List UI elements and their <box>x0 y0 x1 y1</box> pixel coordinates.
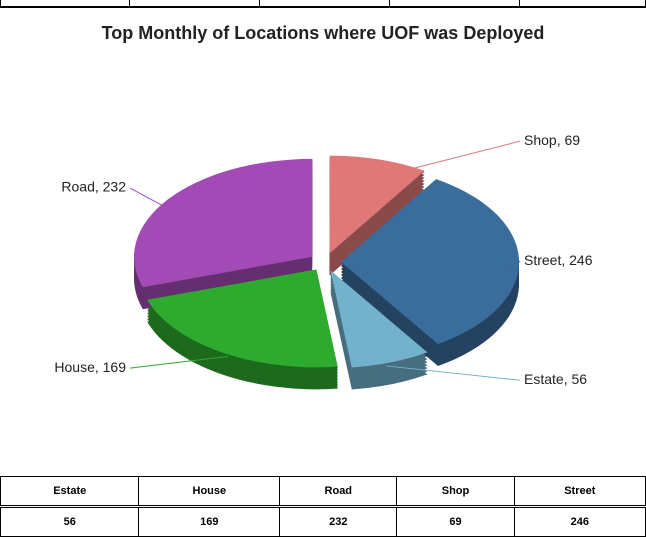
leader-line <box>129 187 180 216</box>
leader-line <box>386 365 521 381</box>
header-cell: Shop <box>396 476 515 508</box>
header-cell: Estate <box>0 476 140 508</box>
pie-slice <box>330 270 428 368</box>
table-cell: 56 <box>0 506 140 537</box>
data-label: Estate, 56 <box>524 371 587 387</box>
pie-slice <box>340 179 519 345</box>
header-cell: Road <box>279 476 398 508</box>
leader-line <box>375 140 521 179</box>
stub-col <box>129 0 130 6</box>
data-table: Estate House Road Shop Street 56 169 232 69 246 <box>0 476 646 537</box>
header-cell: House <box>138 476 281 508</box>
pie-slice <box>329 155 425 254</box>
chart: Top Monthly of Locations where UOF was D… <box>54 23 593 390</box>
leader-line <box>504 260 521 273</box>
stub-col <box>389 0 390 6</box>
header-cell: Street <box>513 476 646 508</box>
table-row: 56 169 232 69 246 <box>0 506 646 537</box>
table-cell: 169 <box>138 506 281 537</box>
data-label: Road, 232 <box>61 179 126 195</box>
table-header-row: Estate House Road Shop Street <box>0 476 646 508</box>
table-cell: 232 <box>279 506 398 537</box>
data-label: Shop, 69 <box>524 132 580 148</box>
table-cell: 246 <box>513 506 646 537</box>
pie-slice <box>134 158 313 288</box>
table-cell: 69 <box>396 506 515 537</box>
stub-col <box>259 0 260 6</box>
data-label: House, 169 <box>54 359 126 375</box>
pie-slice <box>147 269 338 368</box>
stub-col <box>519 0 520 6</box>
leader-line <box>129 355 229 369</box>
data-label: Street, 246 <box>524 252 593 268</box>
chart-title: Top Monthly of Locations where UOF was D… <box>102 23 545 43</box>
